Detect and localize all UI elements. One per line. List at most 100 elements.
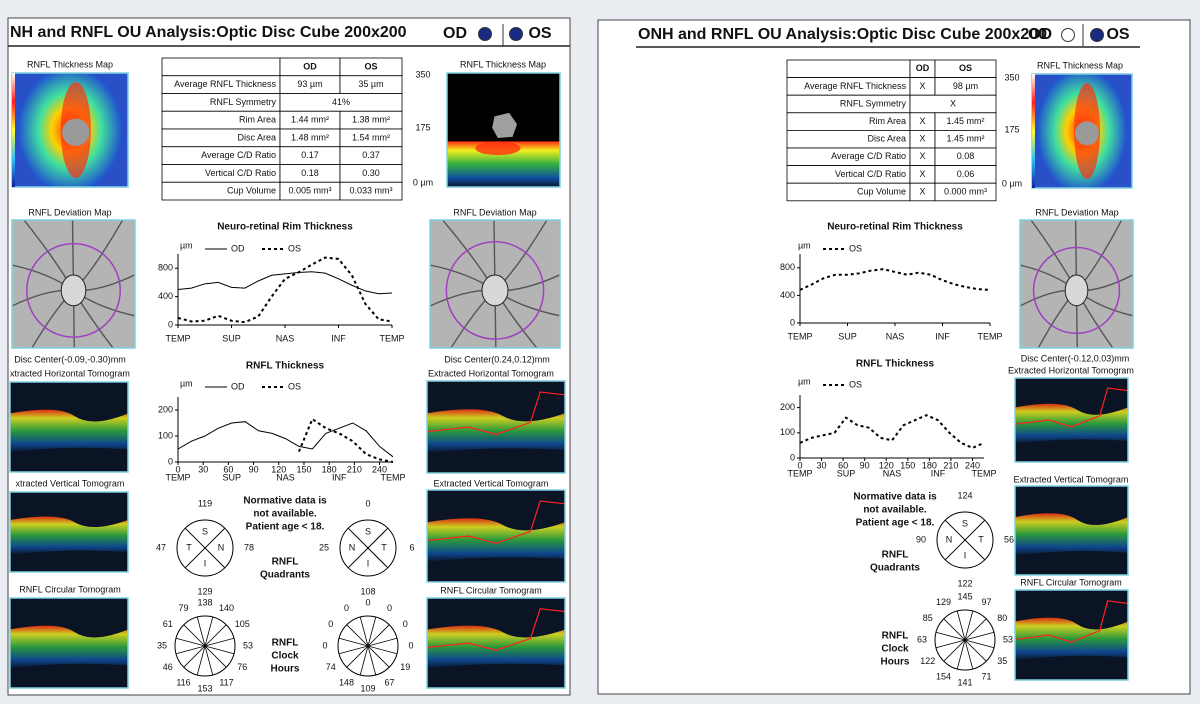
normative-note: Normative data is [853,492,937,503]
row-label: Average C/D Ratio [201,150,276,160]
clock-label: Hours [271,664,300,675]
eye-indicator [478,27,492,41]
legend-label: OS [288,243,301,253]
x-tick-label: 120 [879,460,894,470]
x-tick-label: 210 [943,460,958,470]
table-cell [339,181,403,201]
clock-label: RNFL [272,638,299,649]
row-label: Cup Volume [227,186,276,196]
clock-value: 19 [400,662,410,672]
quadrant-value: 90 [916,534,926,544]
normative-note: not available. [253,509,317,520]
clock-value: 79 [178,603,188,613]
clock-value: 63 [917,634,927,644]
quadrants-label: Quadrants [260,570,310,581]
row-label: Average C/D Ratio [831,151,906,161]
x-tick-label: 210 [347,464,362,474]
series-line [177,421,394,458]
quadrants-label: RNFL [272,557,299,568]
image [1015,486,1128,575]
quadrant-value: 47 [156,542,166,552]
y-unit: µm [798,240,811,250]
image-frame [429,219,561,349]
image [10,598,128,688]
clock-value: 145 [957,591,972,601]
image [12,73,128,187]
clock-value: 46 [163,662,173,672]
clock-divider [196,616,214,676]
region-label: SUP [838,331,857,341]
row-label: Disc Area [237,132,276,142]
row-label: Average RNFL Thickness [174,79,276,89]
quadrant-value: 119 [198,498,212,508]
table-value: 0.37 [362,150,380,160]
image-frame [1014,485,1129,576]
tomogram-title: RNFL Circular Tomogram [19,584,121,594]
table-value: 0.06 [957,169,975,179]
quadrant-divider [347,527,389,569]
series-line [177,271,393,295]
row-label: Cup Volume [857,186,906,196]
region-label: NAS [276,472,295,482]
tomogram-title: Extracted Vertical Tomogram [1014,474,1129,484]
scale-label: 175 [415,122,430,132]
image [1015,590,1128,680]
table-value: X [919,116,925,126]
image [447,73,560,187]
clock-value: 74 [326,662,336,672]
table-cell [161,57,281,77]
scale-label: 175 [1004,124,1019,134]
region-label: TEMP [165,472,190,482]
quadrant-value: 25 [319,542,329,552]
image [427,381,565,473]
table-header: OD [303,61,317,71]
table-value: 0.000 mm³ [944,186,987,196]
quadrant-letter: S [202,526,208,536]
x-tick-label: 240 [372,464,387,474]
disc-outline [60,274,87,307]
chart-title: Neuro-retinal Rim Thickness [217,222,353,233]
retina-band [1015,513,1128,556]
tomogram-title: RNFL Circular Tomogram [440,585,542,595]
clock-value: 35 [997,656,1007,666]
chart-title: RNFL Thickness [856,359,935,370]
clock-value: 138 [197,597,212,607]
region-label: NAS [276,333,295,343]
segmentation-line [1015,387,1128,428]
map-hot [475,141,521,156]
x-tick-label: 60 [838,460,848,470]
clock-value: 0 [403,619,408,629]
table-value: X [919,169,925,179]
x-tick-label: 150 [296,464,311,474]
table-value: 98 µm [953,81,978,91]
segmentation-line [427,391,565,435]
quadrant-value: 6 [409,542,414,552]
table-value: 35 µm [358,79,383,89]
clock-label: Clock [271,651,299,662]
tomogram-title: xtracted Vertical Tomogram [16,478,125,488]
region-label: SUP [222,333,241,343]
optic-disc [492,112,518,138]
quadrant-value: 122 [957,578,972,588]
x-tick-label: 150 [900,460,915,470]
table-value: 0.033 mm³ [349,186,392,196]
chart-title: Neuro-retinal Rim Thickness [827,222,963,233]
clock-value: 61 [163,619,173,629]
image-frame [9,491,129,573]
x-tick-label: 180 [922,460,937,470]
clock-value: 0 [365,597,370,607]
clock-value: 80 [997,613,1007,623]
table-value: 1.54 mm² [352,132,390,142]
clock-divider [359,616,377,676]
quadrant-letter: I [204,558,207,568]
segmentation-line [1015,600,1128,643]
legend-label: OS [288,381,301,391]
region-label: TEMP [165,333,190,343]
optic-disc [62,118,90,146]
y-unit: µm [798,376,811,386]
color-bar [1032,74,1035,188]
clock-value: 122 [920,656,935,666]
clock-value: 67 [384,678,394,688]
x-tick-label: 0 [797,460,802,470]
